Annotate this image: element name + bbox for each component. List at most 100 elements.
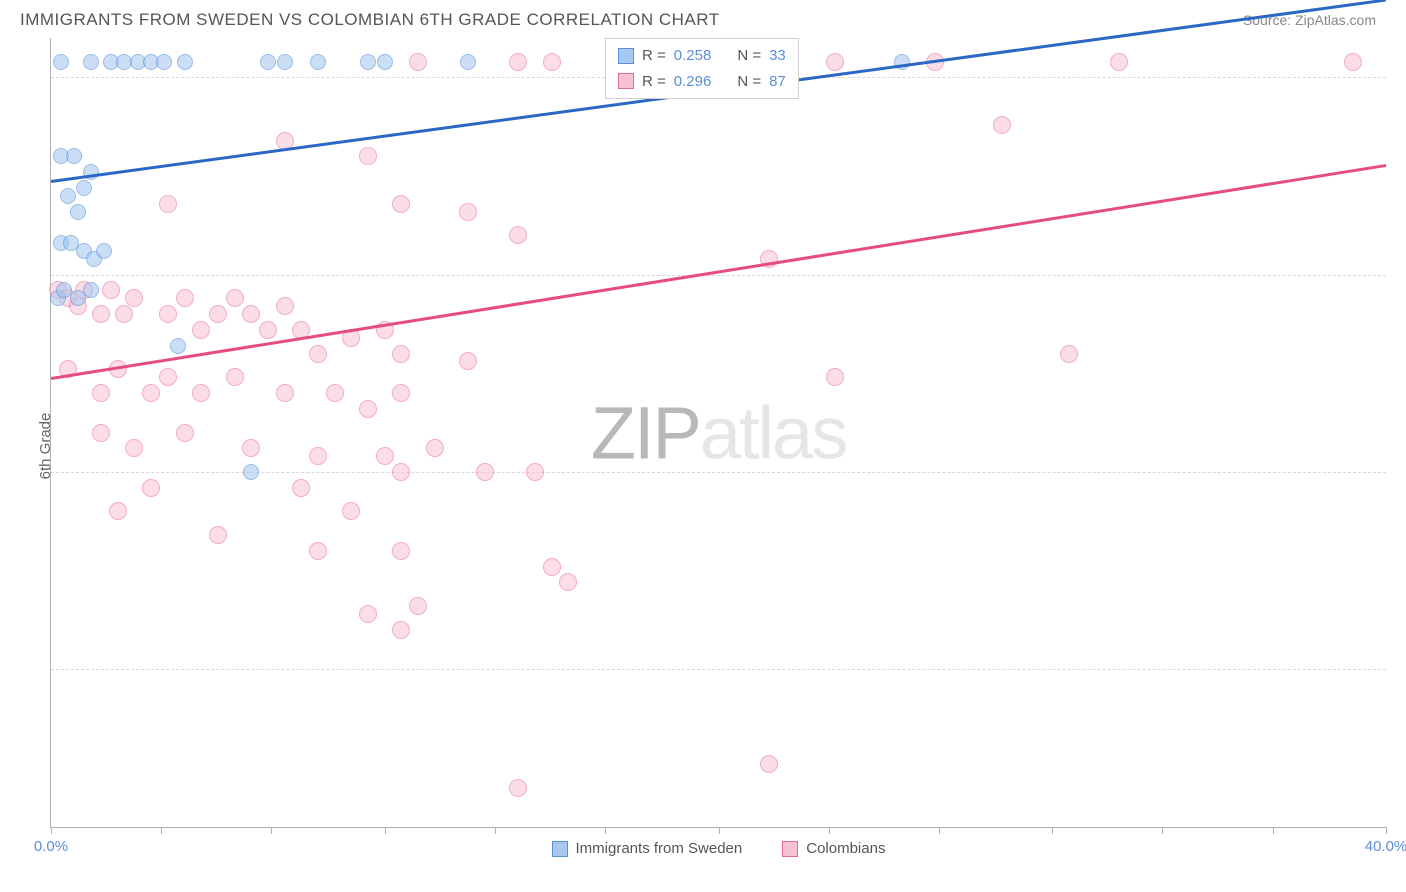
scatter-chart: ZIPatlas 92.5%95.0%97.5%100.0%0.0%40.0%R…: [50, 38, 1386, 828]
y-tick-label: 92.5%: [1396, 661, 1406, 678]
data-point: [83, 282, 99, 298]
x-tick: [1052, 827, 1053, 834]
data-point: [392, 195, 410, 213]
data-point: [260, 54, 276, 70]
data-point: [125, 289, 143, 307]
data-point: [377, 54, 393, 70]
legend-swatch: [618, 48, 634, 64]
data-point: [292, 479, 310, 497]
data-point: [92, 384, 110, 402]
data-point: [53, 54, 69, 70]
data-point: [96, 243, 112, 259]
data-point: [226, 368, 244, 386]
watermark: ZIPatlas: [591, 390, 846, 475]
y-tick-label: 95.0%: [1396, 463, 1406, 480]
legend-row: R =0.296N =87: [618, 69, 786, 95]
data-point: [460, 54, 476, 70]
data-point: [60, 188, 76, 204]
x-tick: [271, 827, 272, 834]
data-point: [459, 352, 477, 370]
y-tick-label: 97.5%: [1396, 266, 1406, 283]
data-point: [409, 53, 427, 71]
data-point: [409, 597, 427, 615]
x-tick: [605, 827, 606, 834]
x-tick: [495, 827, 496, 834]
data-point: [92, 305, 110, 323]
x-tick: [385, 827, 386, 834]
legend-swatch: [552, 841, 568, 857]
data-point: [159, 368, 177, 386]
data-point: [142, 384, 160, 402]
x-tick: [939, 827, 940, 834]
data-point: [359, 605, 377, 623]
legend-item: Immigrants from Sweden: [552, 840, 743, 857]
data-point: [277, 54, 293, 70]
data-point: [392, 621, 410, 639]
chart-title: IMMIGRANTS FROM SWEDEN VS COLOMBIAN 6TH …: [20, 10, 720, 30]
data-point: [109, 502, 127, 520]
data-point: [309, 447, 327, 465]
legend-swatch: [618, 73, 634, 89]
data-point: [159, 305, 177, 323]
x-tick: [1273, 827, 1274, 834]
trend-line: [51, 164, 1386, 379]
data-point: [209, 305, 227, 323]
bottom-legend: Immigrants from Sweden Colombians: [51, 840, 1386, 857]
data-point: [209, 526, 227, 544]
data-point: [1344, 53, 1362, 71]
data-point: [177, 54, 193, 70]
data-point: [459, 203, 477, 221]
data-point: [192, 384, 210, 402]
data-point: [276, 384, 294, 402]
x-tick: [51, 827, 52, 834]
data-point: [159, 195, 177, 213]
data-point: [170, 338, 186, 354]
legend-row: R =0.258N =33: [618, 43, 786, 69]
data-point: [92, 424, 110, 442]
data-point: [115, 305, 133, 323]
correlation-legend: R =0.258N =33R =0.296N =87: [605, 38, 799, 99]
data-point: [359, 400, 377, 418]
legend-swatch: [782, 841, 798, 857]
data-point: [360, 54, 376, 70]
data-point: [392, 345, 410, 363]
data-point: [76, 180, 92, 196]
legend-label: Immigrants from Sweden: [576, 840, 743, 857]
data-point: [125, 439, 143, 457]
gridline: [51, 275, 1386, 276]
data-point: [310, 54, 326, 70]
data-point: [243, 464, 259, 480]
data-point: [760, 755, 778, 773]
data-point: [476, 463, 494, 481]
data-point: [242, 439, 260, 457]
data-point: [426, 439, 444, 457]
x-tick: [829, 827, 830, 834]
data-point: [192, 321, 210, 339]
data-point: [66, 148, 82, 164]
x-tick: [719, 827, 720, 834]
data-point: [176, 424, 194, 442]
data-point: [509, 226, 527, 244]
data-point: [826, 53, 844, 71]
data-point: [376, 447, 394, 465]
data-point: [83, 54, 99, 70]
data-point: [392, 463, 410, 481]
data-point: [342, 502, 360, 520]
data-point: [826, 368, 844, 386]
data-point: [226, 289, 244, 307]
data-point: [543, 53, 561, 71]
data-point: [326, 384, 344, 402]
data-point: [102, 281, 120, 299]
y-tick-label: 100.0%: [1396, 69, 1406, 86]
data-point: [309, 542, 327, 560]
data-point: [543, 558, 561, 576]
gridline: [51, 669, 1386, 670]
data-point: [70, 204, 86, 220]
data-point: [993, 116, 1011, 134]
data-point: [392, 384, 410, 402]
legend-item: Colombians: [782, 840, 885, 857]
data-point: [392, 542, 410, 560]
data-point: [509, 779, 527, 797]
data-point: [242, 305, 260, 323]
x-tick: [1386, 827, 1387, 834]
